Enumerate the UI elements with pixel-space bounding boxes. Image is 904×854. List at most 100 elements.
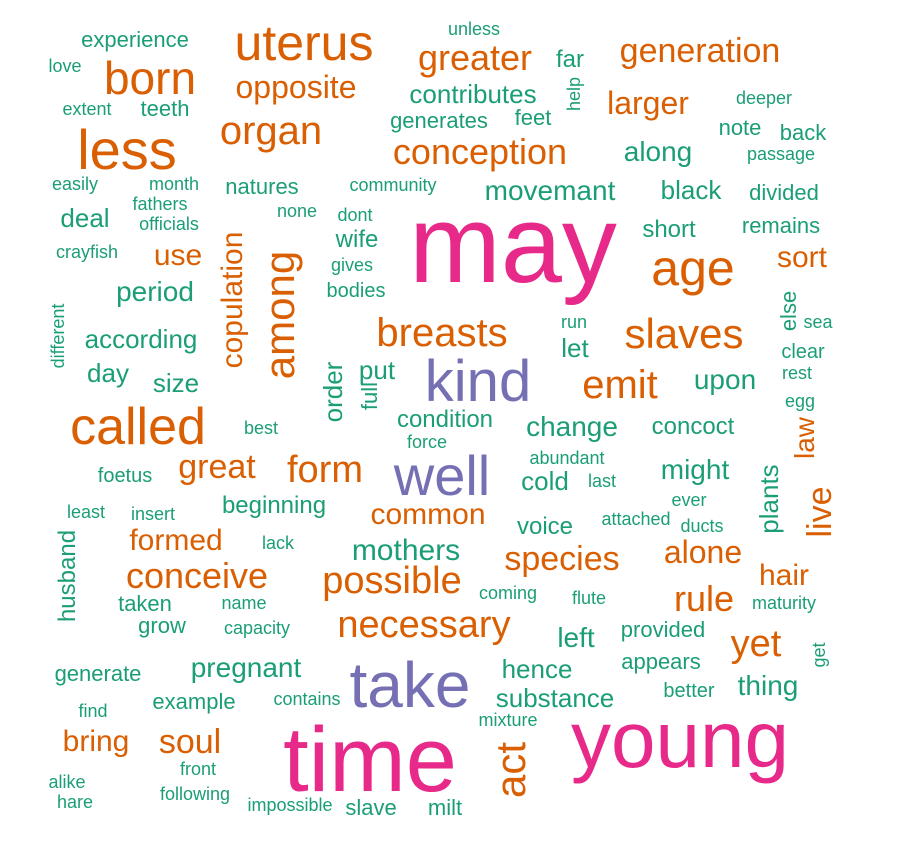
cloud-word: use: [153, 239, 203, 272]
cloud-word: crayfish: [55, 242, 119, 262]
cloud-word: yet: [730, 623, 782, 665]
cloud-word: divided: [749, 180, 819, 205]
cloud-word: hence: [501, 654, 573, 684]
cloud-word: gives: [330, 255, 374, 275]
cloud-word: take: [349, 649, 471, 721]
cloud-word: thing: [737, 670, 799, 701]
cloud-word: front: [179, 759, 217, 779]
cloud-word: rest: [781, 363, 813, 383]
cloud-word: fathers: [132, 194, 188, 214]
cloud-word: community: [349, 175, 437, 195]
cloud-word: let: [561, 333, 589, 363]
cloud-word: better: [663, 680, 715, 702]
cloud-word: run: [560, 312, 588, 332]
cloud-word: taken: [118, 591, 172, 616]
cloud-word: among: [256, 250, 303, 380]
cloud-word: opposite: [235, 69, 357, 105]
cloud-word: movemant: [484, 175, 616, 206]
cloud-word: name: [221, 593, 267, 613]
cloud-word: following: [159, 784, 231, 804]
cloud-word: far: [555, 46, 585, 73]
cloud-word: live: [801, 486, 839, 538]
cloud-word: organ: [219, 109, 323, 153]
cloud-word: short: [642, 216, 696, 243]
cloud-word: remains: [741, 213, 821, 238]
cloud-word: ever: [671, 490, 707, 510]
cloud-word: note: [718, 115, 762, 140]
cloud-word: time: [283, 709, 457, 811]
cloud-word: help: [564, 76, 584, 112]
cloud-word: generation: [619, 32, 781, 70]
cloud-word: according: [84, 324, 198, 354]
cloud-word: natures: [225, 174, 299, 199]
cloud-word: appears: [621, 649, 701, 674]
cloud-word: put: [358, 355, 396, 385]
cloud-word: soul: [158, 723, 222, 761]
cloud-word: contributes: [409, 79, 537, 109]
cloud-word: slave: [345, 795, 397, 820]
cloud-word: bodies: [326, 280, 386, 302]
cloud-word: insert: [130, 504, 176, 524]
cloud-word: size: [152, 368, 200, 398]
cloud-word: slaves: [624, 310, 744, 357]
cloud-word: larger: [607, 85, 689, 121]
cloud-word: common: [370, 498, 486, 531]
cloud-word: full: [357, 381, 382, 411]
cloud-word: may: [409, 183, 617, 306]
cloud-word: attached: [601, 509, 671, 529]
cloud-word: condition: [396, 406, 494, 433]
cloud-word: less: [77, 118, 177, 181]
cloud-word: emit: [582, 363, 658, 407]
cloud-word: great: [178, 448, 256, 486]
cloud-word: get: [809, 642, 829, 668]
cloud-word: easily: [51, 174, 99, 194]
cloud-word: form: [287, 449, 363, 491]
cloud-word: maturity: [751, 593, 817, 613]
cloud-word: experience: [81, 27, 189, 52]
cloud-word: different: [48, 303, 68, 369]
cloud-word: born: [103, 52, 197, 104]
cloud-word: clear: [781, 341, 825, 363]
cloud-word: species: [504, 540, 620, 578]
cloud-word: age: [651, 240, 735, 296]
cloud-word: teeth: [140, 96, 190, 121]
cloud-word: deal: [60, 203, 110, 233]
cloud-word: kind: [424, 349, 532, 414]
cloud-word: none: [276, 201, 318, 221]
cloud-word: day: [87, 358, 129, 388]
cloud-word: rule: [673, 578, 735, 619]
cloud-word: bring: [62, 725, 130, 758]
cloud-word: contains: [273, 689, 341, 709]
cloud-word: breasts: [376, 311, 508, 355]
cloud-word: best: [243, 418, 279, 438]
cloud-word: cold: [521, 466, 569, 496]
cloud-word: sort: [776, 241, 828, 274]
cloud-word: grow: [138, 613, 186, 638]
cloud-word: voice: [516, 513, 574, 540]
cloud-word: least: [66, 502, 106, 522]
cloud-word: substance: [495, 683, 615, 713]
cloud-word: extent: [62, 99, 112, 119]
cloud-word: sea: [803, 312, 833, 332]
cloud-word: husband: [54, 529, 81, 623]
cloud-word: unless: [447, 19, 501, 39]
cloud-word: deeper: [735, 88, 793, 108]
cloud-word: ducts: [680, 516, 724, 536]
cloud-word: generates: [390, 108, 488, 133]
cloud-word: dont: [337, 205, 373, 225]
cloud-word: foetus: [97, 465, 153, 487]
cloud-word: generate: [54, 661, 142, 686]
cloud-word: alone: [663, 534, 743, 570]
cloud-word: back: [779, 120, 827, 145]
cloud-word: necessary: [337, 604, 511, 646]
cloud-word: change: [526, 411, 618, 442]
cloud-word: hair: [758, 559, 810, 592]
cloud-word: abundant: [529, 448, 605, 468]
cloud-word: officials: [139, 214, 199, 234]
cloud-word: conceive: [125, 555, 269, 596]
cloud-word: mothers: [351, 534, 461, 567]
cloud-word: formed: [129, 524, 223, 557]
cloud-word: egg: [784, 391, 816, 411]
cloud-word: young: [571, 695, 789, 784]
